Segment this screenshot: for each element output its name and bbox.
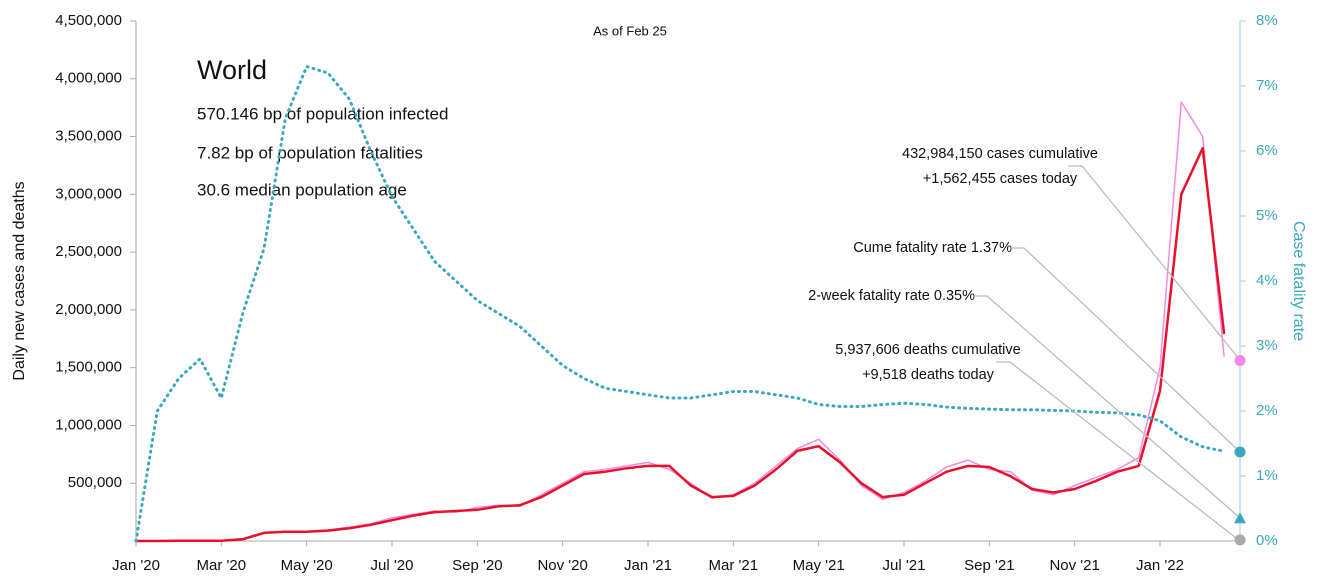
x-tick-label: Jan '20 [112,557,160,574]
x-tick-label: May '20 [281,557,333,574]
info-line: 30.6 median population age [197,180,407,199]
y2-tick-label: 3% [1256,337,1278,354]
y2-tick-label: 5% [1256,207,1278,224]
x-tick-label: Mar '21 [709,557,759,574]
y-tick-label: 4,500,000 [55,12,122,29]
y2-tick-label: 7% [1256,77,1278,94]
y-tick-label: 2,000,000 [55,301,122,318]
y-tick-label: 1,000,000 [55,416,122,433]
x-tick-label: Sep '21 [964,557,1014,574]
y2-tick-label: 6% [1256,142,1278,159]
x-tick-label: Mar '20 [197,557,247,574]
y2-tick-label: 2% [1256,402,1278,419]
y2-axis-label: Case fatality rate [1290,221,1307,341]
x-tick-label: Sep '20 [452,557,502,574]
annotation: 432,984,150 cases cumulative [902,146,1098,162]
y-tick-label: 4,000,000 [55,70,122,87]
x-tick-label: Jan '22 [1136,557,1184,574]
x-tick-label: Nov '20 [537,557,587,574]
info-title: World [197,55,267,85]
annotation: 2-week fatality rate 0.35% [808,288,975,304]
annotation: 5,937,606 deaths cumulative [835,342,1020,358]
y-tick-label: 500,000 [68,474,122,491]
annotation: +1,562,455 cases today [923,171,1078,187]
series-line [134,146,1226,543]
y-tick-label: 2,500,000 [55,243,122,260]
y2-tick-label: 8% [1256,12,1278,29]
info-line: 7.82 bp of population fatalities [197,143,423,162]
y-axis-label: Daily new cases and deaths [11,181,28,380]
connector [996,361,1241,542]
subtitle: As of Feb 25 [593,23,667,38]
y2-tick-label: 1% [1256,467,1278,484]
x-tick-label: Nov '21 [1049,557,1099,574]
x-tick-label: Jul '20 [371,557,414,574]
connector [1010,247,1241,453]
marker [1234,534,1246,546]
x-tick-label: Jan '21 [624,557,672,574]
y-tick-label: 1,500,000 [55,359,122,376]
x-tick-label: May '21 [793,557,845,574]
info-line: 570.146 bp of population infected [197,104,448,123]
annotation: Cume fatality rate 1.37% [853,240,1012,256]
y2-tick-label: 0% [1256,532,1278,549]
connector [1068,165,1241,361]
marker [1234,354,1246,366]
y-tick-label: 3,500,000 [55,128,122,145]
marker [1234,446,1246,458]
annotation: +9,518 deaths today [862,367,995,383]
series-line [134,65,1226,543]
connector [973,295,1241,519]
y2-tick-label: 4% [1256,272,1278,289]
x-tick-label: Jul '21 [883,557,926,574]
y-tick-label: 3,000,000 [55,185,122,202]
marker [1234,512,1246,524]
